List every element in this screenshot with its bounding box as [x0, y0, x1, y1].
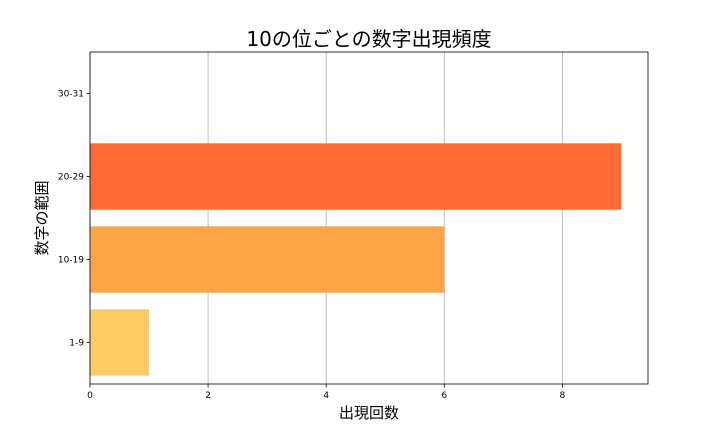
chart-title: 10の位ごとの数字出現頻度 — [246, 27, 491, 51]
x-tick-label: 8 — [560, 391, 566, 401]
x-tick-label: 4 — [323, 391, 329, 401]
plot-frame — [89, 51, 649, 385]
bars — [90, 143, 622, 376]
x-ticks: 0 2 4 6 8 — [87, 384, 566, 401]
x-tick-label: 0 — [87, 391, 93, 401]
bar-20-29 — [90, 143, 622, 210]
y-ticks: 1-9 10-19 20-29 30-31 — [58, 90, 90, 349]
x-axis-label: 出現回数 — [339, 404, 399, 422]
y-tick-label: 1-9 — [69, 339, 84, 349]
plot-area — [90, 52, 648, 384]
bar-1-9 — [90, 309, 150, 376]
y-tick-label: 20-29 — [58, 173, 84, 183]
y-axis-label: 数字の範囲 — [33, 180, 51, 255]
bar-10-19 — [90, 226, 445, 293]
x-tick-label: 6 — [441, 391, 447, 401]
y-tick-label: 10-19 — [58, 256, 84, 266]
y-tick-label: 30-31 — [58, 90, 84, 100]
x-tick-label: 2 — [205, 391, 211, 401]
